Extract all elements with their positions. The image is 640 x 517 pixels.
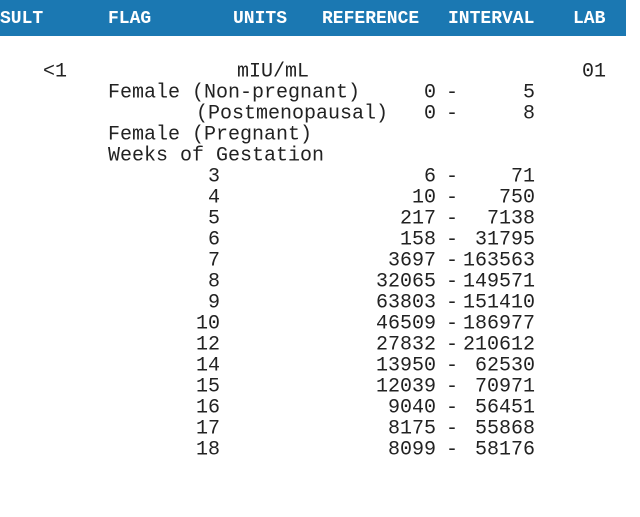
header-label: REFERENCE <box>322 9 419 29</box>
range-high: 750 <box>499 187 535 210</box>
week: 17 <box>196 418 220 441</box>
range-separator: - <box>446 103 458 126</box>
range-separator: - <box>446 397 458 420</box>
range-high: 62530 <box>475 355 535 378</box>
range-low: 63803 <box>376 292 436 315</box>
range-low: 10 <box>412 187 436 210</box>
range-low: 32065 <box>376 271 436 294</box>
week: 7 <box>208 250 220 273</box>
week: 12 <box>196 334 220 357</box>
range-high: 8 <box>523 103 535 126</box>
range-high: 56451 <box>475 397 535 420</box>
range-high: 151410 <box>463 292 535 315</box>
range-low: 217 <box>400 208 436 231</box>
lab: 01 <box>582 61 606 84</box>
range-low: 46509 <box>376 313 436 336</box>
range-high: 31795 <box>475 229 535 252</box>
range-high: 149571 <box>463 271 535 294</box>
range-low: 6 <box>424 166 436 189</box>
header-label: UNITS <box>233 9 287 29</box>
range-separator: - <box>446 82 458 105</box>
range-label: (Postmenopausal) <box>196 103 388 126</box>
range-separator: - <box>446 187 458 210</box>
week: 18 <box>196 439 220 462</box>
range-separator: - <box>446 208 458 231</box>
week: 14 <box>196 355 220 378</box>
range-low: 13950 <box>376 355 436 378</box>
range-low: 27832 <box>376 334 436 357</box>
week: 4 <box>208 187 220 210</box>
range-separator: - <box>446 418 458 441</box>
range-separator: - <box>446 439 458 462</box>
week: 16 <box>196 397 220 420</box>
range-low: 9040 <box>388 397 436 420</box>
header-label: SULT <box>0 9 43 29</box>
range-separator: - <box>446 292 458 315</box>
header-bar <box>0 0 626 36</box>
range-high: 7138 <box>487 208 535 231</box>
range-high: 58176 <box>475 439 535 462</box>
note: Female (Pregnant) <box>108 124 312 147</box>
range-high: 186977 <box>463 313 535 336</box>
range-low: 12039 <box>376 376 436 399</box>
range-separator: - <box>446 229 458 252</box>
range-low: 158 <box>400 229 436 252</box>
range-low: 0 <box>424 82 436 105</box>
header-label: INTERVAL <box>448 9 534 29</box>
range-high: 70971 <box>475 376 535 399</box>
result: <1 <box>43 61 67 84</box>
week: 5 <box>208 208 220 231</box>
range-low: 3697 <box>388 250 436 273</box>
range-separator: - <box>446 250 458 273</box>
header-label: FLAG <box>108 9 151 29</box>
range-low: 8099 <box>388 439 436 462</box>
units: mIU/mL <box>237 61 309 84</box>
range-high: 210612 <box>463 334 535 357</box>
range-separator: - <box>446 313 458 336</box>
range-separator: - <box>446 334 458 357</box>
range-low: 0 <box>424 103 436 126</box>
range-label: Female (Non-pregnant) <box>108 82 360 105</box>
week: 3 <box>208 166 220 189</box>
week: 9 <box>208 292 220 315</box>
week: 10 <box>196 313 220 336</box>
range-high: 163563 <box>463 250 535 273</box>
header-label: LAB <box>573 9 606 29</box>
range-separator: - <box>446 166 458 189</box>
range-high: 55868 <box>475 418 535 441</box>
week: 6 <box>208 229 220 252</box>
range-separator: - <box>446 376 458 399</box>
range-separator: - <box>446 355 458 378</box>
note: Weeks of Gestation <box>108 145 324 168</box>
range-high: 5 <box>523 82 535 105</box>
range-separator: - <box>446 271 458 294</box>
week: 8 <box>208 271 220 294</box>
week: 15 <box>196 376 220 399</box>
range-high: 71 <box>511 166 535 189</box>
range-low: 8175 <box>388 418 436 441</box>
